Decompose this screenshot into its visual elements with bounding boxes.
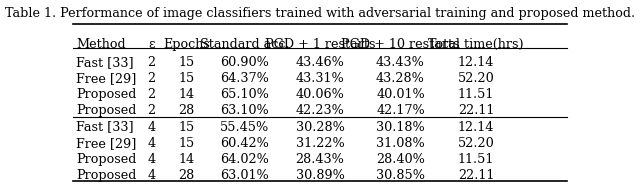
Text: Proposed: Proposed: [76, 88, 136, 101]
Text: ε: ε: [148, 38, 155, 51]
Text: PGD + 10 restarts: PGD + 10 restarts: [341, 38, 460, 51]
Text: 2: 2: [147, 105, 156, 117]
Text: 43.43%: 43.43%: [376, 56, 425, 69]
Text: 28.40%: 28.40%: [376, 153, 425, 166]
Text: 31.08%: 31.08%: [376, 137, 425, 150]
Text: 28: 28: [179, 105, 195, 117]
Text: 15: 15: [179, 56, 195, 69]
Text: 15: 15: [179, 137, 195, 150]
Text: 43.46%: 43.46%: [296, 56, 344, 69]
Text: Table 1. Performance of image classifiers trained with adversarial training and : Table 1. Performance of image classifier…: [5, 7, 635, 20]
Text: 4: 4: [147, 121, 156, 134]
Text: 65.10%: 65.10%: [220, 88, 269, 101]
Text: Method: Method: [76, 38, 125, 51]
Text: 22.11: 22.11: [458, 105, 494, 117]
Text: 11.51: 11.51: [458, 153, 494, 166]
Text: 55.45%: 55.45%: [220, 121, 269, 134]
Text: 63.01%: 63.01%: [220, 169, 269, 182]
Text: Fast [33]: Fast [33]: [76, 56, 134, 69]
Text: 52.20: 52.20: [458, 137, 494, 150]
Text: 64.02%: 64.02%: [220, 153, 269, 166]
Text: Epochs: Epochs: [163, 38, 210, 51]
Text: 63.10%: 63.10%: [220, 105, 269, 117]
Text: Standard acc.: Standard acc.: [200, 38, 289, 51]
Text: Free [29]: Free [29]: [76, 72, 136, 85]
Text: 2: 2: [147, 56, 156, 69]
Text: 22.11: 22.11: [458, 169, 494, 182]
Text: 43.28%: 43.28%: [376, 72, 425, 85]
Text: Proposed: Proposed: [76, 169, 136, 182]
Text: 4: 4: [147, 153, 156, 166]
Text: 40.06%: 40.06%: [296, 88, 344, 101]
Text: 15: 15: [179, 121, 195, 134]
Text: 30.28%: 30.28%: [296, 121, 344, 134]
Text: Total time(hrs): Total time(hrs): [428, 38, 524, 51]
Text: 30.18%: 30.18%: [376, 121, 425, 134]
Text: Fast [33]: Fast [33]: [76, 121, 134, 134]
Text: 42.23%: 42.23%: [296, 105, 344, 117]
Text: 31.22%: 31.22%: [296, 137, 344, 150]
Text: 43.31%: 43.31%: [296, 72, 344, 85]
Text: 12.14: 12.14: [458, 56, 494, 69]
Text: 14: 14: [179, 153, 195, 166]
Text: 42.17%: 42.17%: [376, 105, 425, 117]
Text: 2: 2: [147, 88, 156, 101]
Text: 28: 28: [179, 169, 195, 182]
Text: 14: 14: [179, 88, 195, 101]
Text: 28.43%: 28.43%: [296, 153, 344, 166]
Text: Proposed: Proposed: [76, 105, 136, 117]
Text: 4: 4: [147, 137, 156, 150]
Text: 40.01%: 40.01%: [376, 88, 425, 101]
Text: 60.90%: 60.90%: [220, 56, 269, 69]
Text: Free [29]: Free [29]: [76, 137, 136, 150]
Text: 64.37%: 64.37%: [220, 72, 269, 85]
Text: 15: 15: [179, 72, 195, 85]
Text: 11.51: 11.51: [458, 88, 494, 101]
Text: 52.20: 52.20: [458, 72, 494, 85]
Text: 2: 2: [147, 72, 156, 85]
Text: PGD + 1 restarts: PGD + 1 restarts: [265, 38, 375, 51]
Text: 12.14: 12.14: [458, 121, 494, 134]
Text: Proposed: Proposed: [76, 153, 136, 166]
Text: 4: 4: [147, 169, 156, 182]
Text: 60.42%: 60.42%: [220, 137, 269, 150]
Text: 30.85%: 30.85%: [376, 169, 425, 182]
Text: 30.89%: 30.89%: [296, 169, 344, 182]
